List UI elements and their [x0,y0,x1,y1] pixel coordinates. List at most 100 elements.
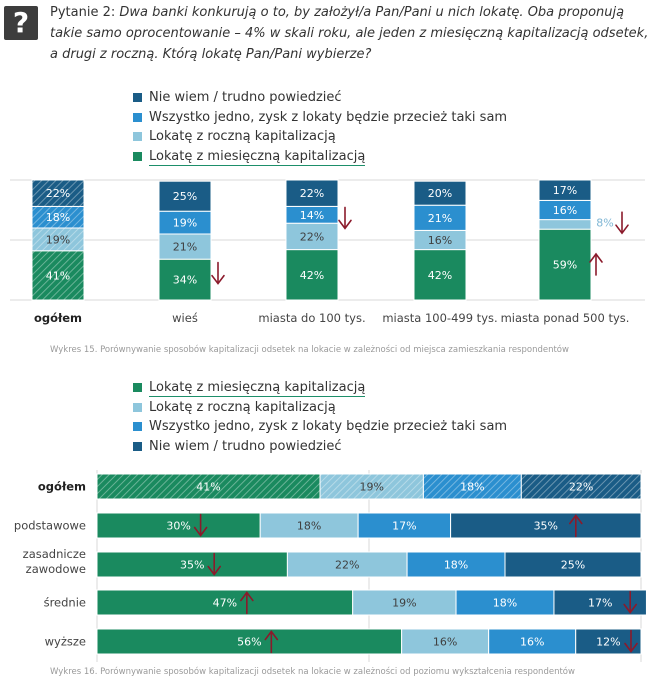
bar-label-ogolem-1: 19% [46,233,70,246]
category-label-wies: wieś [172,311,198,325]
bar-label-wyzsze-2: 16% [520,636,544,649]
bar-label-wyzsze-1: 16% [433,636,457,649]
down-arrow-icon [207,552,221,576]
bar-label-srednie-3: 17% [588,597,612,610]
bar-segment-ogolem-2 [422,473,522,500]
category-label-podstawowe: podstawowe [14,519,86,533]
bar-segment-zasadnicze-zawodowe-3 [504,551,642,578]
down-arrow-icon [193,513,208,537]
category-label-ogolem: ogółem [34,311,82,325]
bar-segment-wyzsze-0 [96,628,403,655]
down-arrow-icon [615,211,629,235]
bar-label-wies-0: 34% [173,274,197,287]
bar-label-zasadnicze-zawodowe-0: 35% [180,559,204,572]
legend-label: Nie wiem / trudno powiedzieć [149,438,342,454]
category-label-miasta-do-100-tys: miasta do 100 tys. [258,311,365,325]
bar-segment-ogolem-0 [96,473,321,500]
bar-segment-miasta-do-100-tys-3 [285,179,339,207]
bar-label-ogolem-2: 18% [460,481,484,494]
chart2-caption: Wykres 16. Porównywanie sposobów kapital… [50,667,575,677]
bar-segment-ogolem-3 [31,179,85,207]
bar-label-miasta-ponad-500-tys-2: 16% [553,204,577,217]
bar-segment-podstawowe-3 [450,512,642,539]
chart2-legend: Lokatę z miesięczną kapitalizacją Lokatę … [133,378,507,456]
legend-item: Lokatę z roczną kapitalizacją [133,127,507,147]
bar-segment-ogolem-0 [31,250,85,301]
bar-label-podstawowe-3: 35% [534,520,558,533]
bar-label-miasta-do-100-tys-0: 42% [300,269,324,282]
bar-label-podstawowe-2: 17% [392,520,416,533]
bar-label-wyzsze-0: 56% [237,636,261,649]
bar-label-ogolem-2: 18% [46,211,70,224]
legend-item: Lokatę z miesięczną kapitalizacją [133,147,507,167]
category-label-wyzsze: wyższe [45,635,86,649]
legend-label: Lokatę z roczną kapitalizacją [149,129,336,144]
up-arrow-icon [264,630,279,654]
legend-swatch [133,402,142,412]
question-mark-icon: ? [4,6,38,40]
legend-label: Wszystko jedno, zysk z lokaty będzie prz… [149,109,508,125]
chart1-residence: 41% 19% 18% 22% ogółem 34% 21% 19% 25% wieś 42% 22%… [10,179,645,325]
bar-segment-zasadnicze-zawodowe-2 [406,551,506,578]
bar-label-ogolem-3: 22% [569,481,593,494]
legend-item: Nie wiem / trudno powiedzieć [133,88,507,108]
category-label-zasadnicze-zawodowe: zawodowe [26,562,86,576]
legend-item: Wszystko jedno, zysk z lokaty będzie prz… [133,108,507,128]
bar-segment-miasta-ponad-500-tys-0 [538,228,592,301]
bar-label-miasta-100-499-tys-1: 16% [428,234,452,247]
legend-label: Lokatę z miesięczną kapitalizacją [149,380,366,397]
down-arrow-icon [338,206,352,230]
bar-segment-ogolem-1 [319,473,424,500]
bar-label-miasta-100-499-tys-3: 20% [428,187,452,200]
bar-label-miasta-ponad-500-tys-3: 17% [553,184,577,197]
down-arrow-icon [211,261,225,285]
up-arrow-icon [240,591,254,615]
chart2-education: 41% 19% 18% 22% ogółem 30% 18% 17% 35% podstawowe… [14,470,647,662]
legend-swatch [133,151,142,161]
legend-item: Lokatę z roczną kapitalizacją [133,398,507,418]
bar-label-ogolem-0: 41% [46,269,70,282]
bar-segment-miasta-100-499-tys-2 [413,204,467,231]
bar-label-miasta-do-100-tys-1: 22% [300,230,324,243]
bar-label-ogolem-3: 22% [46,187,70,200]
bar-segment-podstawowe-0 [96,512,261,539]
legend-swatch [133,383,142,392]
legend-swatch [133,132,142,141]
legend-swatch [133,93,142,102]
legend-label: Nie wiem / trudno powiedzieć [149,90,342,105]
bar-label-wyzsze-3: 12% [596,636,620,649]
legend-label: Wszystko jedno, zysk z lokaty będzie prz… [149,419,508,434]
legend-swatch [133,112,142,122]
up-arrow-icon [568,514,583,538]
bar-label-podstawowe-1: 18% [297,520,321,533]
bar-label-zasadnicze-zawodowe-3: 25% [561,559,585,572]
bar-segment-miasta-do-100-tys-1 [285,222,339,251]
legend-label: Lokatę z miesięczną kapitalizacją [149,148,366,166]
chart1-legend: Nie wiem / trudno powiedzieć Wszystko jed… [133,88,507,166]
bar-segment-miasta-100-499-tys-3 [413,180,467,206]
bar-label-miasta-do-100-tys-2: 14% [300,209,324,222]
bar-label-zasadnicze-zawodowe-1: 22% [335,559,359,572]
bar-segment-miasta-ponad-500-tys-1 [538,219,592,230]
bar-segment-zasadnicze-zawodowe-1 [286,551,408,578]
bar-label-miasta-100-499-tys-0: 42% [428,269,452,282]
bar-segment-ogolem-3 [520,473,642,500]
bar-segment-miasta-do-100-tys-0 [285,249,339,301]
bar-segment-miasta-100-499-tys-0 [413,249,467,301]
legend-swatch [133,441,142,451]
category-label-miasta-100-499-tys: miasta 100-499 tys. [382,311,497,325]
bar-segment-podstawowe-1 [259,512,359,539]
category-label-ogolem: ogółem [38,480,86,494]
chart1-caption: Wykres 15. Porównywanie sposobów kapital… [50,345,569,355]
question-body: Dwa banki konkurują o to, by założył/a P… [50,5,649,62]
bar-segment-wyzsze-1 [401,628,490,655]
question-prefix: Pytanie 2: [50,5,116,20]
bar-label-zasadnicze-zawodowe-2: 18% [444,559,468,572]
legend-swatch [133,422,142,431]
bar-label-srednie-0: 47% [213,597,237,610]
category-label-zasadnicze-zawodowe: zasadnicze [23,547,86,561]
bar-label-wies-1: 21% [173,241,197,254]
legend-item: Nie wiem / trudno powiedzieć [133,437,507,457]
question-text: Pytanie 2: Dwa banki konkurują o to, by … [50,2,650,65]
bar-label-srednie-1: 19% [392,597,416,610]
